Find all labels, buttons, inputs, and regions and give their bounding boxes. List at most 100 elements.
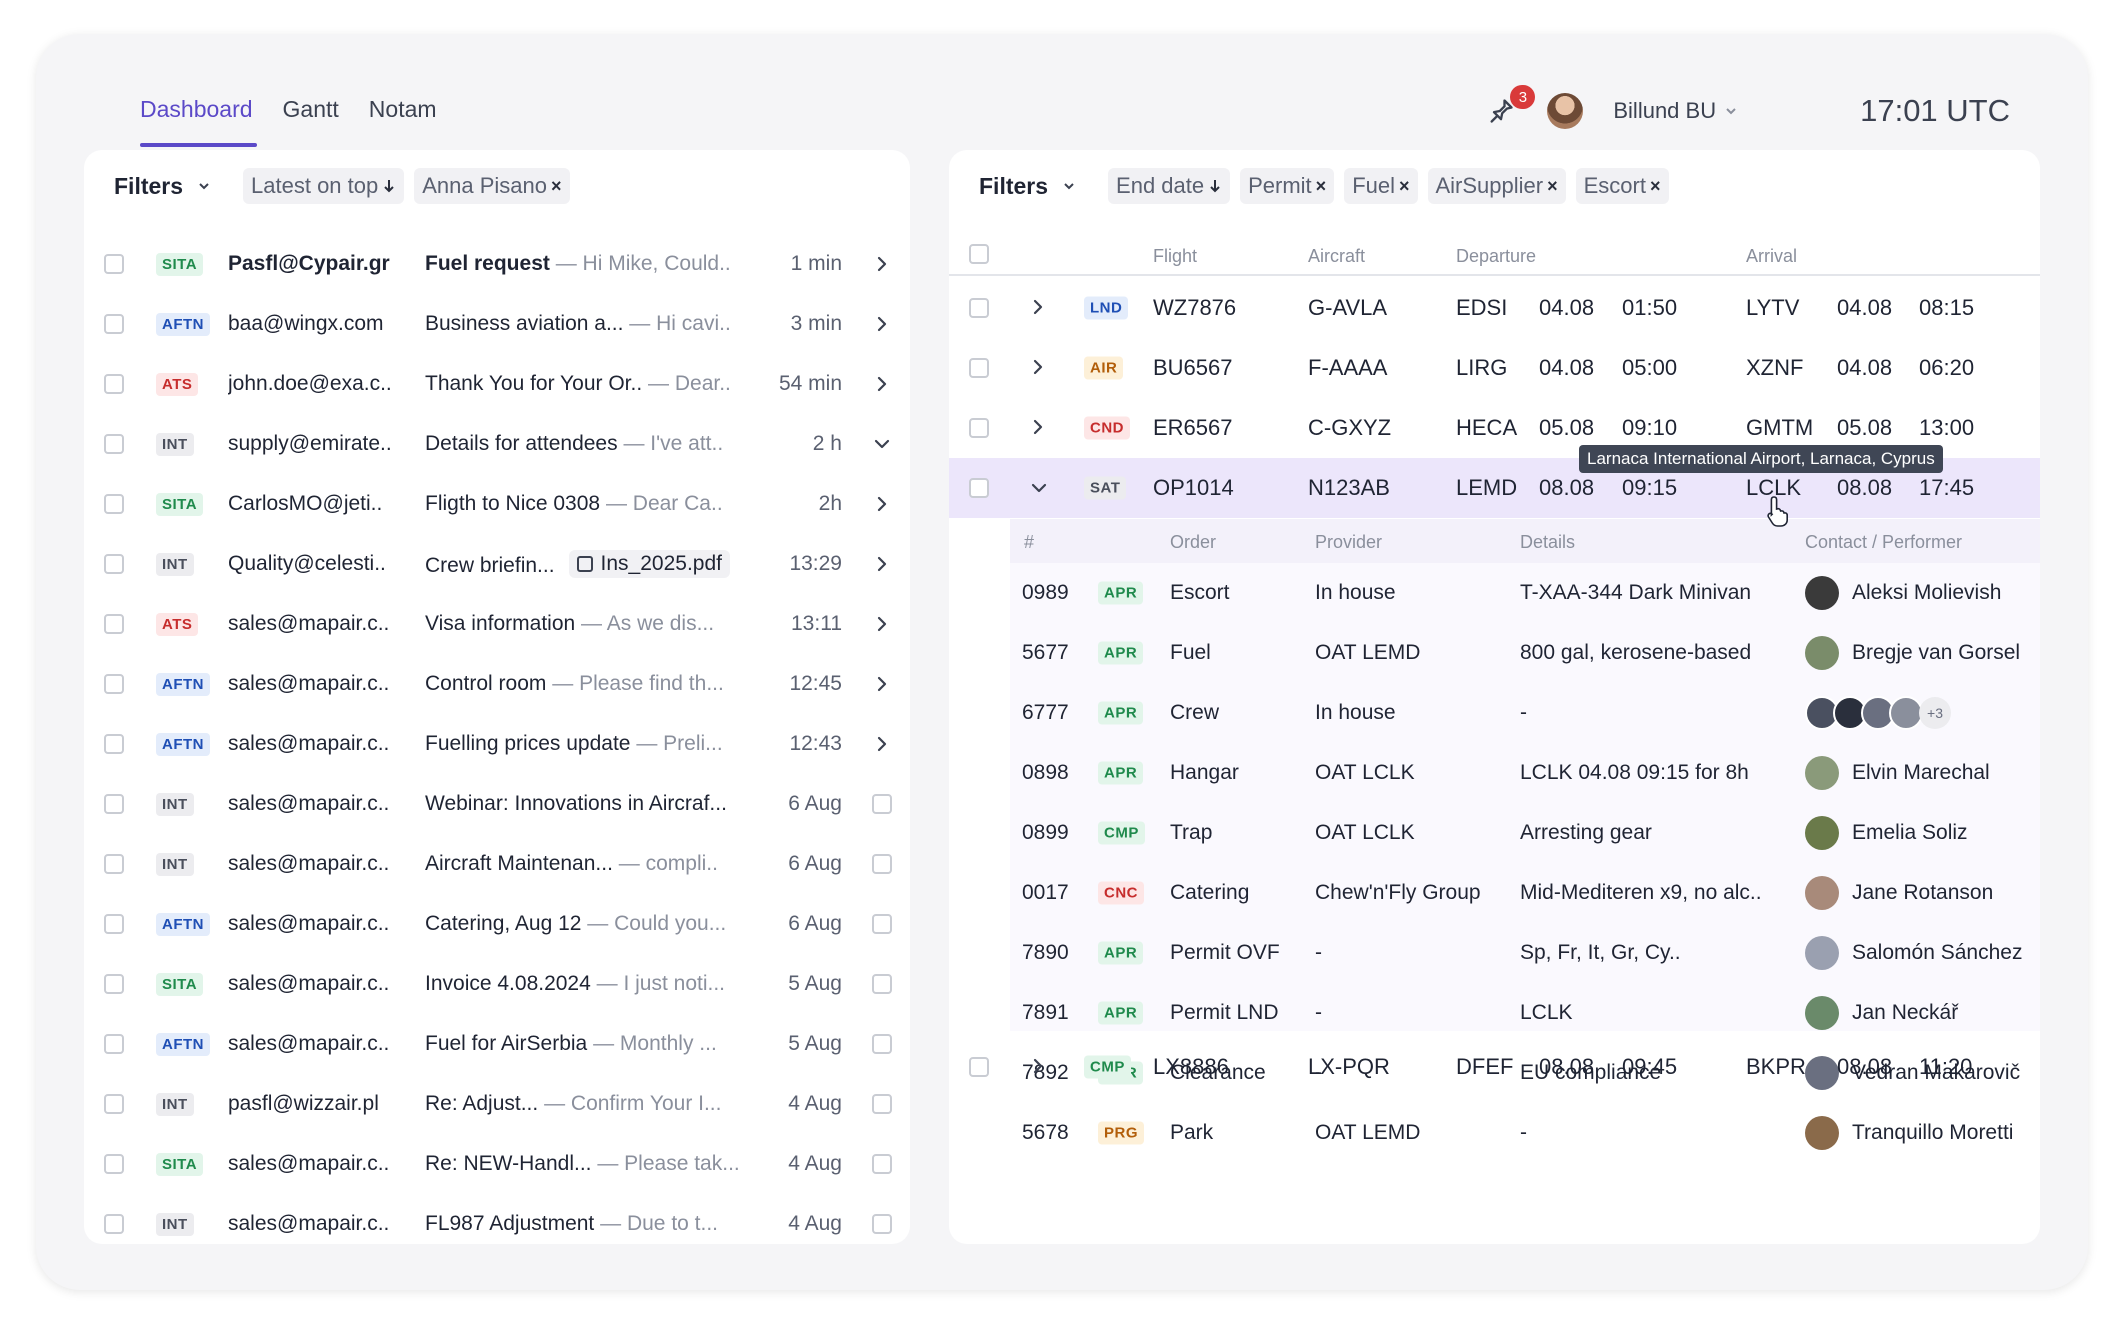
expand-toggle[interactable] [1031,355,1045,381]
message-row[interactable]: INT supply@emirate.. Details for attendees… [84,414,910,474]
order-row[interactable]: 0989 APR Escort In house T-XAA-344 Dark Mini… [1010,563,2040,623]
close-icon[interactable]: × [1649,175,1661,196]
contact-name[interactable]: Emelia Soliz [1852,821,1968,844]
escort-chip[interactable]: Escort × [1575,168,1669,204]
departure-airport[interactable]: LIRG [1456,355,1508,380]
contact-name[interactable]: Aleksi Molievish [1852,581,2002,604]
row-action[interactable] [870,732,894,756]
filters-dropdown[interactable]: Filters [979,173,1076,200]
flight-checkbox[interactable] [969,418,989,438]
arrival-airport[interactable]: BKPR [1746,1054,1806,1079]
message-checkbox[interactable] [104,554,124,574]
departure-airport[interactable]: HECA [1456,415,1518,440]
message-checkbox[interactable] [104,914,124,934]
row-action[interactable] [870,372,894,396]
contact-name[interactable]: Vedran Makarovič [1852,1061,2021,1084]
order-row[interactable]: 7891 APR Permit LND - LCLK Jan Neckář [1010,983,2040,1043]
tab-gantt[interactable]: Gantt [282,96,339,122]
arrival-airport[interactable]: XZNF [1746,355,1804,380]
expand-toggle[interactable] [1031,295,1045,321]
filters-dropdown[interactable]: Filters [114,173,211,200]
flight-row[interactable]: CMP LX8886 LX-PQR DFEF 08.08 09:45 BKPR 08.08 11… [949,1037,2040,1097]
flight-checkbox[interactable] [969,358,989,378]
order-row[interactable]: 7890 APR Permit OVF - Sp, Fr, It, Gr, Cy.. Sa… [1010,923,2040,983]
message-row[interactable]: INT sales@mapair.c.. FL987 Adjustment — Du… [84,1194,910,1244]
message-checkbox[interactable] [104,794,124,814]
message-row[interactable]: AFTN sales@mapair.c.. Fuelling prices upda… [84,714,910,774]
arrival-airport[interactable]: GMTM [1746,415,1814,440]
message-row[interactable]: AFTN sales@mapair.c.. Fuel for AirSerbia —… [84,1014,910,1074]
message-row[interactable]: AFTN sales@mapair.c.. Control room — Pleas… [84,654,910,714]
order-row[interactable]: 0898 APR Hangar OAT LCLK LCLK 04.08 09:15 fo… [1010,743,2040,803]
row-action[interactable] [870,1092,894,1116]
contact-name[interactable]: Jane Rotanson [1852,881,1994,904]
message-row[interactable]: ATS john.doe@exa.c.. Thank You for Your Or… [84,354,910,414]
arrival-airport[interactable]: LCLK [1746,475,1802,500]
contact-name[interactable]: Salomón Sánchez [1852,941,2023,964]
row-action[interactable] [870,252,894,276]
permit-chip[interactable]: Permit × [1240,168,1335,204]
end-date-chip[interactable]: End date [1108,168,1231,204]
flight-row[interactable]: CND ER6567 C-GXYZ HECA 05.08 09:10 GMTM 05.08 13… [949,398,2040,458]
expand-toggle[interactable] [1031,415,1045,441]
flight-row[interactable]: LND WZ7876 G-AVLA EDSI 04.08 01:50 LYTV 04.08 08… [949,278,2040,338]
flight-checkbox[interactable] [969,1057,989,1077]
row-select-checkbox[interactable] [872,854,892,874]
close-icon[interactable]: × [1547,175,1558,196]
row-action[interactable] [870,852,894,876]
message-row[interactable]: AFTN sales@mapair.c.. Catering, Aug 12 — C… [84,894,910,954]
flight-row[interactable]: SAT OP1014 N123AB LEMD 08.08 09:15 LCLK 08.08 17… [949,458,2040,518]
row-select-checkbox[interactable] [872,1094,892,1114]
message-row[interactable]: SITA sales@mapair.c.. Re: NEW-Handl... — P… [84,1134,910,1194]
row-action[interactable] [870,792,894,816]
row-select-checkbox[interactable] [872,1214,892,1234]
order-row[interactable]: 5677 APR Fuel OAT LEMD 800 gal, kerosene-bas… [1010,623,2040,683]
message-checkbox[interactable] [104,974,124,994]
message-row[interactable]: INT sales@mapair.c.. Webinar: Innovations … [84,774,910,834]
message-row[interactable]: SITA Pasfl@Cypair.gr Fuel request — Hi Mik… [84,234,910,294]
row-action[interactable] [870,612,894,636]
row-action[interactable] [870,1152,894,1176]
workspace-selector[interactable]: Billund BU [1613,98,1738,124]
order-row[interactable]: 0899 CMP Trap OAT LCLK Arresting gear Emelia … [1010,803,2040,863]
airsupplier-chip[interactable]: AirSupplier × [1427,168,1566,204]
user-avatar[interactable] [1547,93,1584,129]
message-checkbox[interactable] [104,314,124,334]
row-action[interactable] [870,912,894,936]
contact-name[interactable]: Tranquillo Moretti [1852,1121,2014,1144]
row-action[interactable] [870,432,894,456]
select-all-checkbox[interactable] [969,244,989,264]
row-action[interactable] [870,1212,894,1236]
notifications-button[interactable]: 3 [1481,85,1536,131]
departure-airport[interactable]: EDSI [1456,295,1508,320]
flight-checkbox[interactable] [969,298,989,318]
row-select-checkbox[interactable] [872,914,892,934]
message-checkbox[interactable] [104,854,124,874]
message-row[interactable]: AFTN baa@wingx.com Business aviation a... … [84,294,910,354]
row-action[interactable] [870,552,894,576]
tab-dashboard[interactable]: Dashboard [140,96,257,147]
expand-toggle[interactable] [1031,1054,1045,1080]
message-checkbox[interactable] [104,1034,124,1054]
assignee-chip[interactable]: Anna Pisano × [414,168,570,204]
crew-avatar-group[interactable]: +3 [1805,696,1951,730]
attachment-chip[interactable]: Ins_2025.pdf [568,550,730,578]
row-action[interactable] [870,492,894,516]
contact-name[interactable]: Elvin Marechal [1852,761,1990,784]
message-row[interactable]: INT pasfl@wizzair.pl Re: Adjust... — Confi… [84,1074,910,1134]
row-action[interactable] [870,312,894,336]
flight-row[interactable]: AIR BU6567 F-AAAA LIRG 04.08 05:00 XZNF 04.08 06… [949,338,2040,398]
row-action[interactable] [870,672,894,696]
message-checkbox[interactable] [104,1094,124,1114]
order-row[interactable]: 6777 APR Crew In house - +3 [1010,683,2040,743]
message-checkbox[interactable] [104,494,124,514]
row-action[interactable] [870,972,894,996]
message-row[interactable]: SITA sales@mapair.c.. Invoice 4.08.2024 — … [84,954,910,1014]
expand-toggle[interactable] [1031,475,1047,501]
sort-chip[interactable]: Latest on top [243,168,405,204]
contact-name[interactable]: Jan Neckář [1852,1001,1959,1024]
message-row[interactable]: INT Quality@celesti.. Crew briefin... Ins_2… [84,534,910,594]
message-row[interactable]: ATS sales@mapair.c.. Visa information — As… [84,594,910,654]
message-checkbox[interactable] [104,1214,124,1234]
close-icon[interactable]: × [1398,175,1410,196]
